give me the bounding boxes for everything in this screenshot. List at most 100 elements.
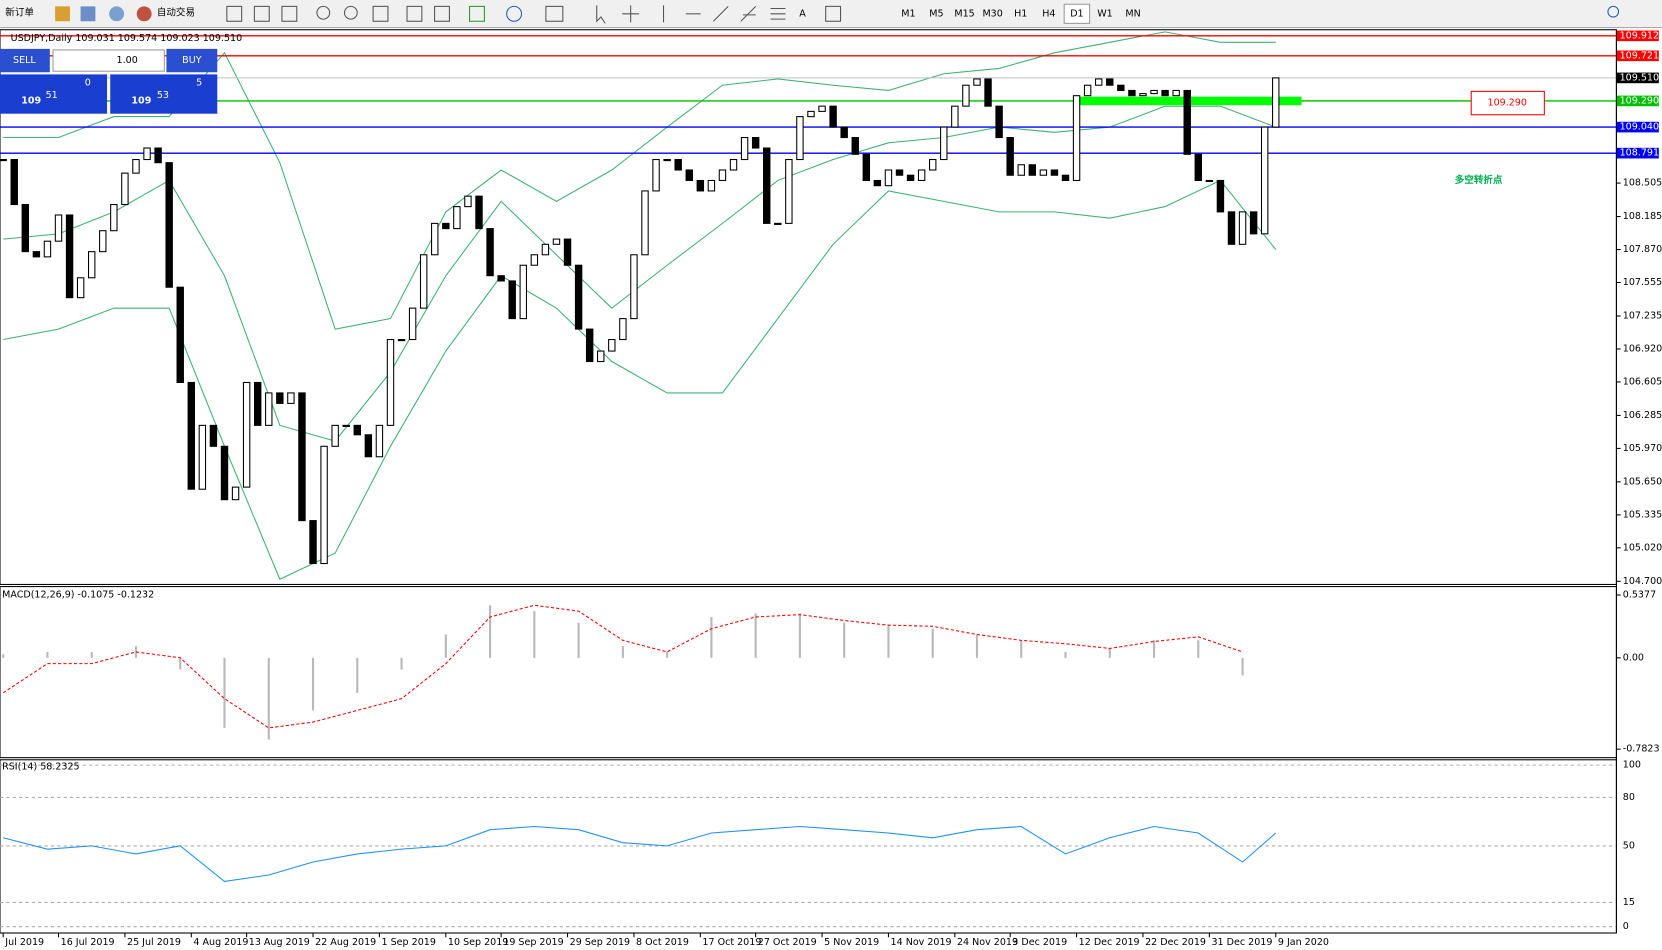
candle xyxy=(132,159,140,174)
candle xyxy=(1072,95,1081,181)
y-tick-label: 108.505 xyxy=(1623,178,1662,189)
x-tick-label: 5 Nov 2019 xyxy=(824,937,879,948)
candle xyxy=(10,159,18,206)
candle xyxy=(0,159,7,162)
x-tick-label: 1 Sep 2019 xyxy=(382,937,436,948)
candle xyxy=(99,230,107,253)
icon[interactable] xyxy=(825,5,842,22)
candle xyxy=(1017,164,1025,176)
icon[interactable] xyxy=(506,5,523,22)
candle xyxy=(763,147,771,224)
y-tick-label: 100 xyxy=(1623,760,1641,771)
icon[interactable] xyxy=(770,7,786,20)
timeframe-button[interactable]: H1 xyxy=(1014,8,1027,19)
y-tick-label: 105.970 xyxy=(1623,443,1662,454)
macd-bar xyxy=(400,657,403,670)
y-tick-label: 107.870 xyxy=(1623,244,1662,255)
icon[interactable] xyxy=(545,5,564,22)
bollinger-lower xyxy=(3,179,1277,580)
macd-bar xyxy=(710,616,713,658)
candle xyxy=(862,153,871,181)
x-tick-label: 12 Dec 2019 xyxy=(1079,937,1140,948)
y-tick-label: 105.650 xyxy=(1623,476,1662,487)
bid-tag-label: 109.510 xyxy=(1620,72,1659,83)
y-tick-label: 107.235 xyxy=(1623,310,1662,321)
icon[interactable] xyxy=(469,5,485,22)
timeframe-button[interactable]: MN xyxy=(1125,8,1140,19)
candle xyxy=(442,222,450,230)
x-tick-label: 19 Sep 2019 xyxy=(503,937,563,948)
icon[interactable] xyxy=(712,6,729,22)
trade-panel: SELL 1.00 BUY 109 51 0 109 53 5 xyxy=(0,48,218,114)
timeframe-button[interactable]: M15 xyxy=(954,8,974,19)
timeframe-button[interactable]: W1 xyxy=(1097,8,1112,19)
macd-bar xyxy=(46,651,49,658)
icon[interactable] xyxy=(596,5,606,24)
active-timeframe xyxy=(1063,3,1091,24)
text-tool[interactable]: A xyxy=(799,8,806,19)
icon[interactable] xyxy=(136,6,152,22)
ask-box[interactable] xyxy=(110,74,218,114)
candle xyxy=(1050,169,1059,176)
timeframe-button[interactable]: M1 xyxy=(901,8,915,19)
x-tick-label: 25 Jul 2019 xyxy=(127,937,181,948)
timeframe-button[interactable]: M30 xyxy=(982,8,1002,19)
macd-bar xyxy=(1241,657,1244,676)
icon[interactable] xyxy=(343,5,358,20)
x-tick-label: 17 Oct 2019 xyxy=(702,937,761,948)
macd-bar xyxy=(356,657,359,693)
lots-value: 1.00 xyxy=(117,55,138,66)
candle xyxy=(995,105,1003,139)
icon[interactable] xyxy=(253,5,270,22)
candle xyxy=(65,214,74,299)
bid-pips: 51 xyxy=(46,90,58,101)
lots-input[interactable] xyxy=(52,49,165,72)
candle xyxy=(419,254,428,309)
buy-button[interactable] xyxy=(166,48,218,73)
candle xyxy=(1061,174,1070,181)
icon[interactable] xyxy=(55,6,70,22)
candle xyxy=(1028,164,1037,176)
bid-box[interactable] xyxy=(0,74,108,114)
icon[interactable] xyxy=(80,6,96,22)
icon[interactable] xyxy=(622,5,640,23)
y-tick-label: 107.555 xyxy=(1623,277,1662,288)
timeframe-button[interactable]: D1 xyxy=(1070,8,1083,19)
candle xyxy=(497,275,505,282)
bid-tag xyxy=(1616,72,1659,84)
macd-bar xyxy=(267,657,270,740)
candle xyxy=(276,392,284,404)
buy-label: BUY xyxy=(182,55,202,66)
icon[interactable] xyxy=(740,6,757,22)
candle xyxy=(574,264,583,330)
plots: 104.700 105.020 105.335 105.650 105.970 106.2… xyxy=(0,29,1662,948)
candle xyxy=(397,339,406,342)
candle xyxy=(198,424,207,490)
icon[interactable] xyxy=(109,6,125,22)
candle xyxy=(32,251,41,258)
icon[interactable] xyxy=(406,5,423,22)
candle xyxy=(917,169,926,181)
candle xyxy=(829,105,837,128)
icon[interactable] xyxy=(281,5,298,22)
timeframe-button[interactable]: M5 xyxy=(929,8,943,19)
icon[interactable] xyxy=(434,5,450,22)
icon[interactable] xyxy=(316,5,331,20)
y-tick-label: 0 xyxy=(1623,921,1629,932)
icon[interactable] xyxy=(226,5,243,22)
icon[interactable] xyxy=(1607,5,1620,18)
candle xyxy=(608,339,616,352)
icon[interactable] xyxy=(372,5,389,22)
sell-button[interactable] xyxy=(0,48,50,73)
timeframe-button[interactable]: H4 xyxy=(1042,8,1055,19)
candle xyxy=(740,137,749,161)
auto-trade-button[interactable]: 自动交易 xyxy=(157,6,195,18)
x-tick-label: 27 Oct 2019 xyxy=(758,937,817,948)
candle xyxy=(774,222,782,225)
level-tag-label: 108.791 xyxy=(1620,148,1659,159)
macd-bar xyxy=(887,625,890,658)
bid-fraction: 0 xyxy=(85,77,91,88)
candle xyxy=(585,328,594,363)
macd-bar xyxy=(134,646,138,658)
new-order-button[interactable]: 新订单 xyxy=(5,6,34,18)
